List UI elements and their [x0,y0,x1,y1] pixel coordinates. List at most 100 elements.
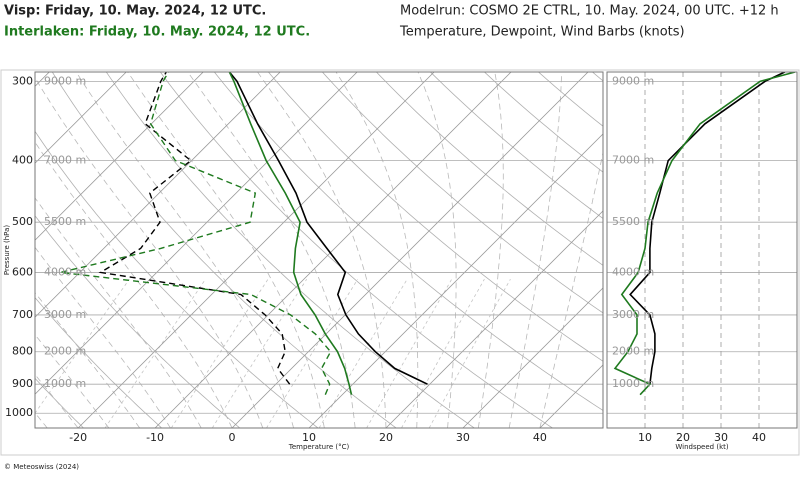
mixing-ratio-line [366,279,453,428]
isotherm [77,72,435,428]
height-label: 3000 m [612,308,654,321]
dry-adiabat [537,72,603,127]
dry-adiabat [35,130,319,428]
x-tick-label: -10 [146,431,164,444]
windspeed-line [613,72,796,396]
x-tick-label: 40 [752,431,766,444]
height-label: 2000 m [44,345,86,358]
dry-adiabat [105,72,475,428]
x-tick-label: 0 [229,431,236,444]
y-tick-label: 1000 [5,406,33,419]
mixing-ratio-line [170,278,269,428]
moist-adiabat [35,292,141,428]
height-label: 4000 m [44,265,86,278]
moist-adiabat [477,72,504,428]
isotherm [154,72,512,428]
dewpoint-line [60,72,332,395]
dry-adiabat [35,215,241,428]
x-tick-label: 40 [533,431,547,444]
height-label: 7000 m [44,154,86,167]
height-label: 3000 m [44,308,86,321]
dry-adiabat [375,72,603,266]
mixing-ratio-line [266,278,359,428]
height-label: 1000 m [44,377,86,390]
header-model-run: Modelrun: COSMO 2E CTRL, 10. May. 2024, … [400,4,779,19]
dry-adiabat [35,377,84,428]
moist-adiabat [35,141,233,428]
height-label: 5500 m [612,215,654,228]
dry-adiabat [483,72,603,173]
mixing-ratio-line [401,279,485,428]
skewt-plot [35,67,800,428]
isotherm [231,72,589,428]
y-tick-label: 600 [12,265,33,278]
y-tick-label: 400 [12,154,33,167]
y-tick-label: 300 [12,74,33,87]
height-label: 4000 m [612,265,654,278]
moist-adiabat [35,76,264,428]
height-label: 2000 m [612,345,654,358]
height-label: 9000 m [612,74,654,87]
dry-adiabat [748,67,800,428]
mixing-ratio-line [318,278,408,428]
dewpoint-line [98,72,291,385]
x-axis-label: Windspeed (kt) [675,443,728,451]
y-axis-label: Pressure (hPa) [3,225,11,275]
x-tick-label: 30 [456,431,470,444]
mixing-ratio-line [428,279,511,428]
height-label: 5500 m [44,215,86,228]
x-tick-label: 20 [676,431,690,444]
dry-adiabat [51,72,397,428]
temperature-line [228,72,428,385]
x-tick-label: -20 [69,431,87,444]
y-tick-label: 500 [12,215,33,228]
dry-adiabat [267,72,603,362]
moist-adiabat [35,334,110,428]
footer: © Meteoswiss (2024) [4,463,79,471]
temperature-line [228,72,353,395]
moist-adiabat [539,150,603,428]
dry-adiabat [429,72,603,219]
moist-adiabat [187,72,356,428]
y-tick-label: 800 [12,345,33,358]
isotherm [35,72,127,164]
windspeed-line [629,72,786,385]
x-tick-label: 20 [379,431,393,444]
x-tick-label: 10 [302,431,316,444]
wind-plot [607,72,797,428]
moist-adiabat [35,246,171,428]
height-label: 1000 m [612,377,654,390]
isotherm [35,72,358,395]
moist-adiabat [35,373,79,428]
y-tick-label: 900 [12,377,33,390]
dry-adiabat [213,72,603,411]
header-description: Temperature, Dewpoint, Wind Barbs (knots… [399,25,685,40]
dry-adiabat [35,297,162,428]
dry-adiabat [591,72,603,82]
mixing-ratio-line [35,278,130,414]
moist-adiabat [127,72,325,428]
moist-adiabat [508,72,563,428]
moist-adiabat [335,72,419,428]
x-tick-label: 10 [638,431,652,444]
y-tick-label: 700 [12,308,33,321]
mixing-ratio-line [211,278,308,428]
frame [0,69,800,456]
moist-adiabat [75,72,294,428]
isotherm [35,72,281,318]
dry-adiabat [159,72,553,428]
x-tick-label: 30 [714,431,728,444]
isotherm [462,287,603,428]
dry-adiabat [641,67,800,428]
height-label: 7000 m [612,154,654,167]
height-label: 9000 m [44,74,86,87]
plot-border [34,71,604,429]
moist-adiabat [257,72,387,428]
header-station: Visp: Friday, 10. May. 2024, 12 UTC. [4,4,266,19]
isotherm [385,210,603,428]
x-axis-label: Temperature (°C) [288,443,350,451]
moist-adiabat [35,197,202,428]
isotherm [308,133,603,428]
